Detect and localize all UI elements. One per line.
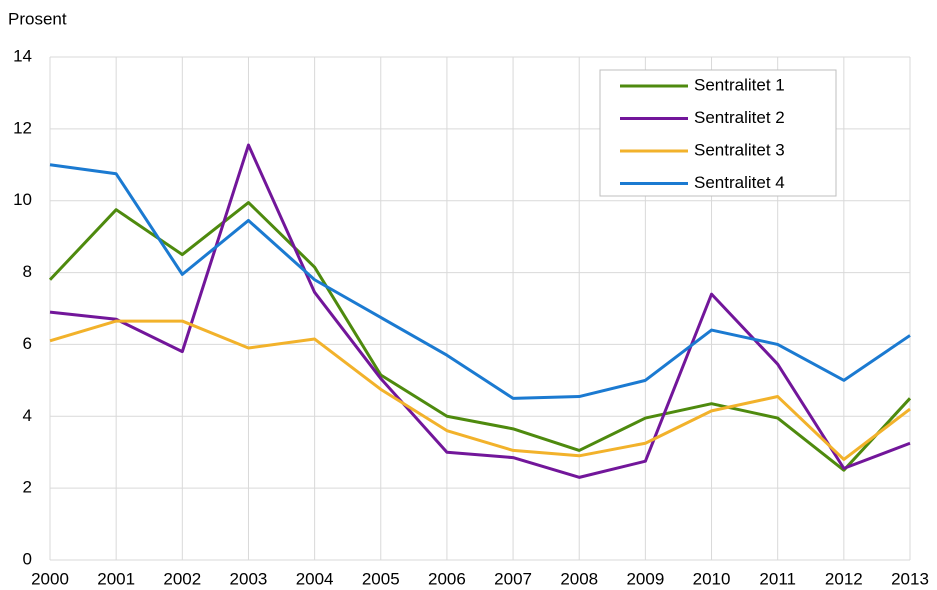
series-line [48, 201, 912, 472]
y-axis-label: Prosent [8, 9, 67, 28]
legend-label: Sentralitet 4 [694, 173, 785, 192]
series-line [49, 143, 911, 479]
y-tick-label: 4 [23, 406, 32, 425]
y-tick-label: 10 [13, 190, 32, 209]
x-tick-label: 2007 [494, 569, 532, 588]
x-tick-label: 2008 [560, 569, 598, 588]
x-tick-label: 2011 [759, 569, 796, 588]
x-tick-label: 2004 [296, 569, 334, 588]
legend-box [599, 69, 837, 197]
x-tick-label: 2012 [825, 569, 863, 588]
x-tick-label: 2000 [31, 569, 69, 588]
x-tick-label: 2002 [163, 569, 201, 588]
y-tick-label: 0 [23, 549, 32, 568]
x-tick-label: 2010 [693, 569, 731, 588]
y-tick-label: 6 [23, 334, 32, 353]
y-tick-label: 2 [23, 478, 32, 497]
series-line [49, 319, 911, 461]
series-line [49, 163, 911, 400]
legend-label: Sentralitet 1 [694, 75, 785, 94]
x-tick-label: 2006 [428, 569, 466, 588]
x-tick-label: 2001 [97, 569, 135, 588]
x-tick-label: 2005 [362, 569, 400, 588]
x-tick-label: 2003 [230, 569, 268, 588]
y-tick-label: 8 [23, 262, 32, 281]
legend-label: Sentralitet 2 [694, 108, 785, 127]
legend-label: Sentralitet 3 [694, 140, 785, 159]
y-tick-label: 12 [13, 118, 32, 137]
y-tick-label: 14 [13, 46, 32, 65]
x-tick-label: 2009 [626, 569, 664, 588]
x-tick-label: 2013 [891, 569, 929, 588]
